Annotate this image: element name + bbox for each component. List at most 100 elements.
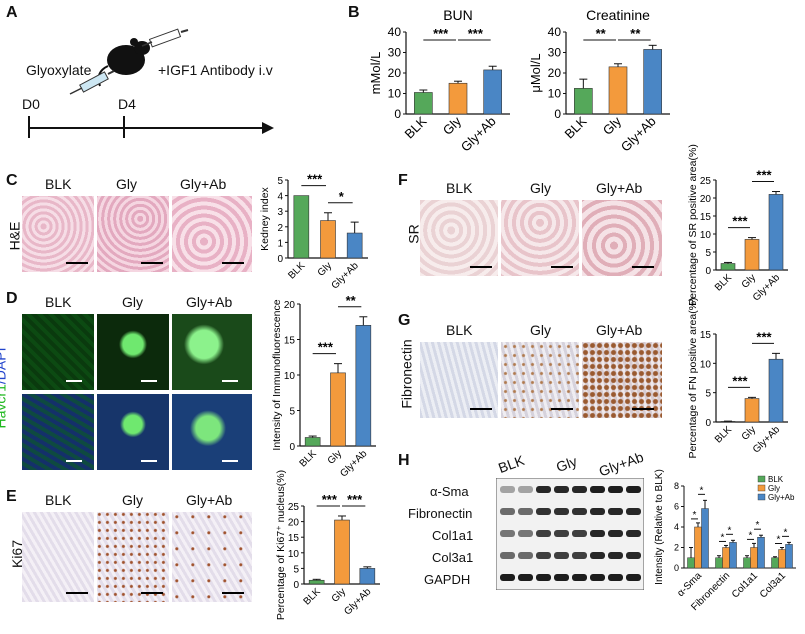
bar-blk: [743, 557, 751, 569]
y-tick-label: 10: [284, 371, 296, 382]
y-tick-label: 20: [700, 194, 712, 205]
blot-band: [518, 508, 533, 515]
bar-glyab: [355, 324, 372, 447]
micrograph-he-glyab: [172, 196, 252, 272]
y-tick-label: 10: [288, 549, 300, 560]
y-tick-label: 0: [277, 254, 283, 265]
micrograph-if-gly-top: [97, 314, 169, 390]
y-tick-label: 3: [277, 207, 283, 218]
blot-band: [536, 552, 551, 559]
legend-swatch: [757, 493, 766, 501]
y-tick-label: 25: [700, 176, 712, 187]
legend-label: Gly: [768, 484, 780, 493]
blot-band: [590, 552, 605, 559]
y-axis-label: μMol/L: [528, 53, 543, 92]
significance-label: *: [721, 532, 725, 543]
bar-gly: [778, 549, 786, 569]
significance-label: *: [749, 530, 753, 541]
y-tick-label: 5: [705, 248, 711, 259]
micrograph-if-glyab-top: [172, 314, 252, 390]
y-tick-label: 40: [548, 25, 562, 39]
blot-band: [554, 508, 569, 515]
y-axis-label: Percentage of SR positive area(%): [687, 144, 699, 306]
significance-label: ***: [322, 492, 338, 507]
micrograph-ki67-glyab: [172, 512, 252, 602]
y-tick-label: 0: [674, 563, 679, 573]
y-tick-label: 0: [554, 107, 561, 121]
significance-label: **: [630, 26, 641, 41]
bar-gly: [750, 547, 758, 569]
panel-label-a: A: [6, 4, 18, 21]
blot-band: [608, 508, 623, 515]
y-axis-label: mMol/L: [368, 52, 383, 95]
group-header-glyab-c: Gly+Ab: [180, 176, 227, 192]
blot-band: [536, 486, 551, 493]
blot-band: [554, 530, 569, 537]
panel-label-d: D: [6, 290, 18, 307]
blot-band: [536, 530, 551, 537]
bar-gly: [744, 239, 760, 271]
y-tick-label: 10: [700, 230, 712, 241]
significance-label: *: [728, 525, 732, 536]
category-label: Gly: [740, 272, 758, 290]
bar-glyab: [785, 544, 793, 569]
y-tick-label: 15: [700, 330, 712, 341]
legend-label: BLK: [768, 475, 784, 484]
bar-gly: [722, 547, 730, 569]
y-tick-label: 4: [674, 522, 679, 532]
bar-glyab: [729, 542, 737, 569]
blot-band: [626, 552, 641, 559]
wb-protein-label-3: Col3a1: [432, 550, 474, 565]
blot-band: [572, 530, 587, 537]
micrograph-if-blk-bottom: [22, 394, 94, 470]
category-label: Gly+Ab: [618, 114, 659, 155]
micrograph-ki67-gly: [97, 512, 169, 602]
y-tick-label: 5: [705, 389, 711, 400]
y-tick-label: 5: [277, 176, 283, 187]
bar-glyab: [768, 194, 784, 271]
category-label: BLK: [286, 260, 307, 281]
chart-title: BUN: [443, 7, 473, 23]
micrograph-he-gly: [97, 196, 169, 272]
y-tick-label: 15: [288, 533, 300, 544]
bar-gly: [320, 220, 336, 259]
y-tick-label: 10: [548, 87, 562, 101]
category-label: Gly: [440, 113, 465, 138]
blot-band: [590, 508, 605, 515]
bar-blk: [414, 92, 433, 115]
micrograph-fn-gly: [501, 342, 579, 418]
legend-swatch: [757, 475, 766, 483]
bar-blk: [720, 263, 736, 271]
group-header-blk-e: BLK: [45, 492, 72, 508]
wb-protein-label-1: Fibronectin: [408, 506, 473, 521]
category-label: Gly+Ab: [342, 586, 373, 617]
group-header-blk-d: BLK: [45, 294, 72, 310]
bar-blk: [715, 557, 723, 569]
category-label: Col3a1: [758, 570, 788, 600]
y-tick-label: 15: [700, 212, 712, 223]
bar-gly: [330, 372, 346, 447]
blot-band: [554, 486, 569, 493]
category-label: Gly+Ab: [330, 260, 361, 291]
bar-blk: [308, 579, 325, 585]
significance-label: *: [756, 520, 760, 531]
y-tick-label: 10: [388, 87, 402, 101]
bar-glyab: [701, 508, 709, 569]
significance-label: *: [693, 510, 697, 521]
blot-band: [590, 530, 605, 537]
micrograph-if-gly-bottom: [97, 394, 169, 470]
y-tick-label: 30: [548, 46, 562, 60]
micrograph-fn-blk: [420, 342, 498, 418]
blot-band: [626, 508, 641, 515]
blot-band: [518, 530, 533, 537]
group-header-blk-f: BLK: [446, 180, 473, 196]
y-tick-label: 1: [277, 238, 283, 249]
micrograph-if-glyab-bottom: [172, 394, 252, 470]
blot-band: [626, 486, 641, 493]
significance-label: *: [339, 189, 345, 204]
blot-band: [590, 486, 605, 493]
bar-blk: [304, 437, 321, 447]
